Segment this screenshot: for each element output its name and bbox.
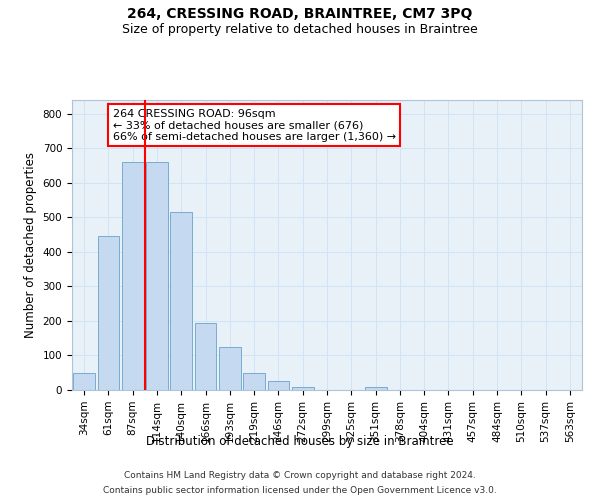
Y-axis label: Number of detached properties: Number of detached properties xyxy=(24,152,37,338)
Bar xyxy=(219,347,241,390)
Text: 264 CRESSING ROAD: 96sqm
← 33% of detached houses are smaller (676)
66% of semi-: 264 CRESSING ROAD: 96sqm ← 33% of detach… xyxy=(113,108,396,142)
Bar xyxy=(194,324,217,390)
Bar xyxy=(243,372,265,390)
Text: Size of property relative to detached houses in Braintree: Size of property relative to detached ho… xyxy=(122,22,478,36)
Text: Contains public sector information licensed under the Open Government Licence v3: Contains public sector information licen… xyxy=(103,486,497,495)
Bar xyxy=(170,212,192,390)
Text: Contains HM Land Registry data © Crown copyright and database right 2024.: Contains HM Land Registry data © Crown c… xyxy=(124,471,476,480)
Text: Distribution of detached houses by size in Braintree: Distribution of detached houses by size … xyxy=(146,435,454,448)
Bar xyxy=(97,236,119,390)
Bar xyxy=(365,387,386,390)
Text: 264, CRESSING ROAD, BRAINTREE, CM7 3PQ: 264, CRESSING ROAD, BRAINTREE, CM7 3PQ xyxy=(127,8,473,22)
Bar xyxy=(292,386,314,390)
Bar xyxy=(122,162,143,390)
Bar xyxy=(268,382,289,390)
Bar xyxy=(73,372,95,390)
Bar xyxy=(146,162,168,390)
